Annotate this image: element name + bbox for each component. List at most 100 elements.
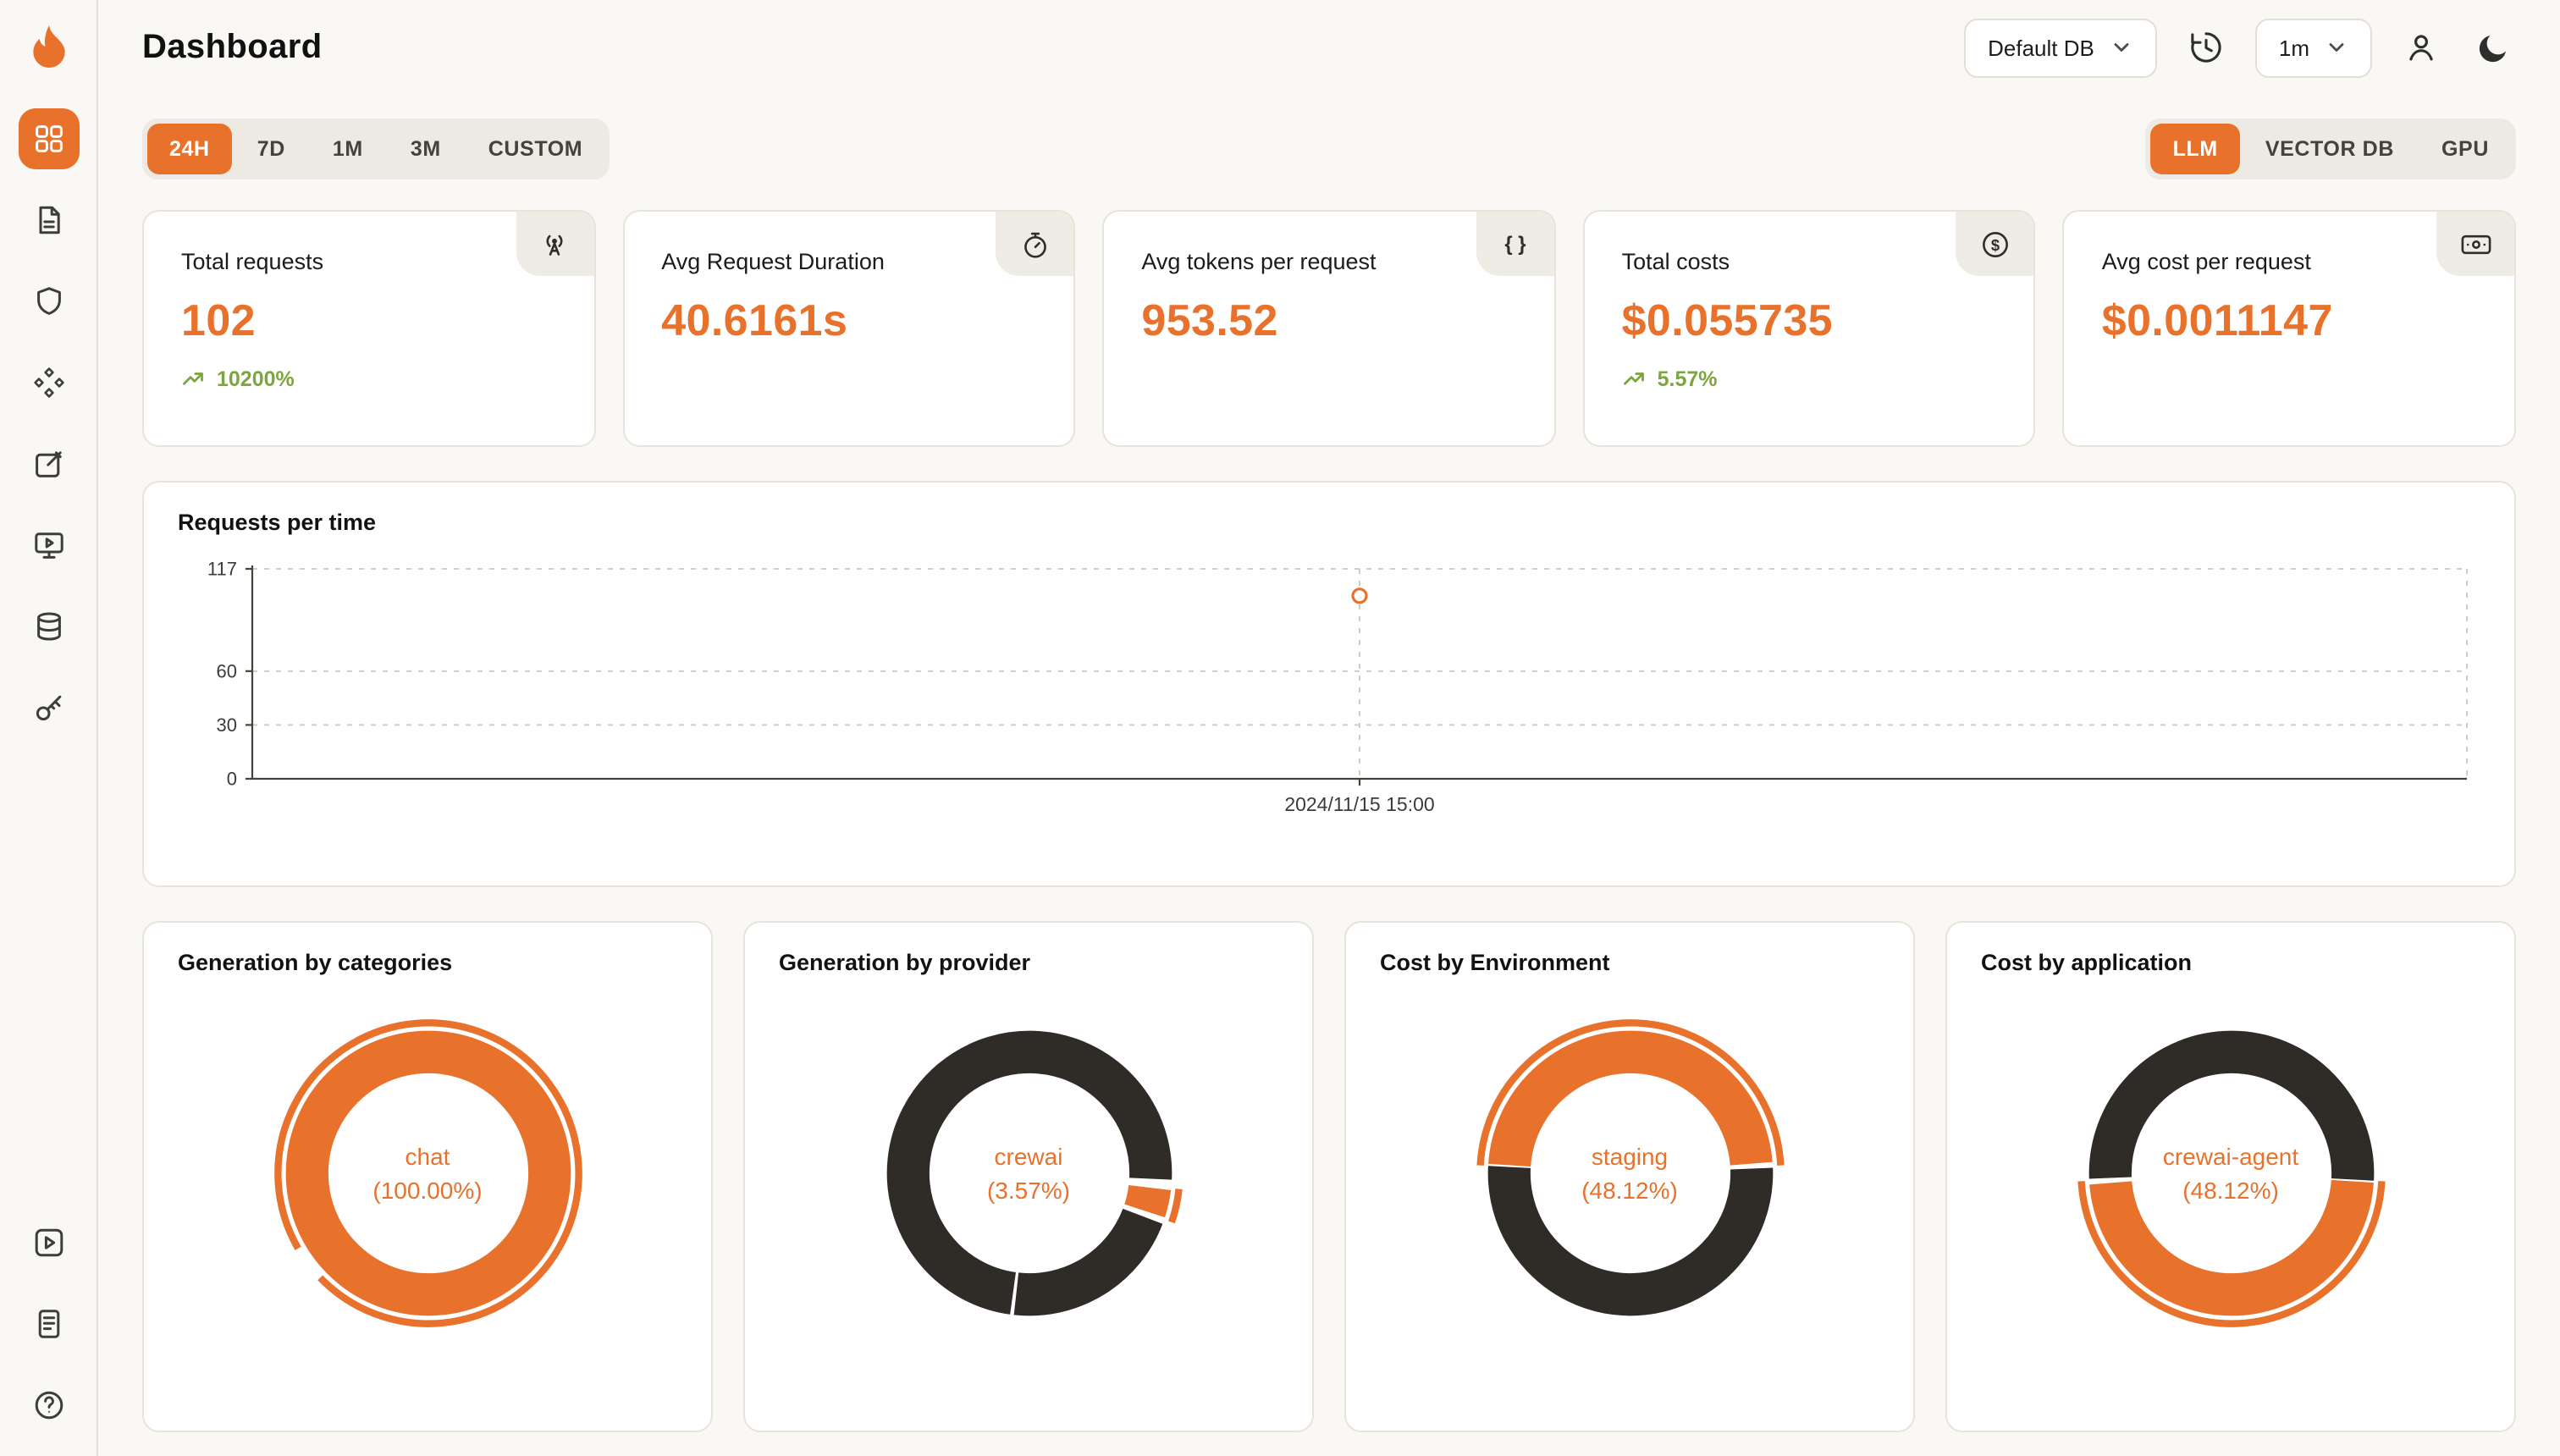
tab-gpu[interactable]: GPU xyxy=(2419,124,2511,174)
sidebar-item-playground[interactable] xyxy=(18,515,79,576)
dashboard-grid-icon xyxy=(35,125,62,152)
nodes-icon xyxy=(33,367,63,398)
sidebar-item-traces[interactable] xyxy=(18,352,79,413)
y-tick-label: 60 xyxy=(217,660,237,681)
sidebar-bottom-nav xyxy=(18,1212,79,1436)
sidebar-item-dashboard[interactable] xyxy=(18,108,79,169)
stat-card-total-requests: Total requests 102 10200% xyxy=(142,210,596,447)
person-icon xyxy=(2409,35,2433,61)
profile-button[interactable] xyxy=(2397,24,2445,71)
donut-segment[interactable] xyxy=(1487,1166,1773,1316)
moon-icon xyxy=(2479,34,2507,62)
requests-line-chart[interactable]: 0 30 60 117 2024/11/15 15:00 xyxy=(178,549,2480,843)
requests-chart-card: Requests per time 0 30 60 117 2024/11/15 15:… xyxy=(142,481,2516,887)
source-tabs: LLM VECTOR DB GPU xyxy=(2145,119,2516,179)
file-document-icon xyxy=(38,206,59,234)
edit-note-icon xyxy=(35,451,61,477)
svg-text:{ }: { } xyxy=(1504,233,1526,256)
donut-segment[interactable] xyxy=(2088,1030,2374,1181)
sidebar-item-prompts[interactable] xyxy=(18,433,79,494)
database-select[interactable]: Default DB xyxy=(1964,18,2157,77)
key-icon xyxy=(35,695,61,721)
play-square-icon xyxy=(34,1228,63,1257)
donut-outer-arc xyxy=(273,1019,582,1327)
sidebar-item-databases[interactable] xyxy=(18,596,79,657)
donut-segment[interactable] xyxy=(1123,1184,1171,1218)
chart-title: Generation by categories xyxy=(178,950,453,975)
svg-text:$: $ xyxy=(1991,235,2000,253)
history-refresh-icon xyxy=(2191,32,2221,63)
stat-value: $0.055735 xyxy=(1621,295,1834,345)
stat-card-avg-cost: Avg cost per request $0.0011147 xyxy=(2062,210,2516,447)
radio-tower-icon xyxy=(516,212,594,276)
docs-icon xyxy=(37,1310,59,1338)
donut-segment[interactable] xyxy=(886,1030,1172,1315)
donut-row: Generation by categories chat (100.00%) … xyxy=(142,921,2516,1432)
stat-title: Total costs xyxy=(1621,249,1730,274)
donut-card-environment: Cost by Environment staging (48.12%) xyxy=(1344,921,1915,1432)
interval-select[interactable]: 1m xyxy=(2254,18,2372,77)
tab-3m[interactable]: 3M xyxy=(389,124,463,174)
data-point[interactable] xyxy=(1351,587,1368,604)
y-tick-label: 0 xyxy=(227,769,237,790)
stat-title: Avg Request Duration xyxy=(661,249,885,274)
dollar-circle-icon: $ xyxy=(1956,212,2034,276)
tab-custom[interactable]: CUSTOM xyxy=(466,124,605,174)
sidebar-item-exceptions[interactable] xyxy=(18,271,79,332)
monitor-play-icon xyxy=(34,532,63,559)
database-icon xyxy=(36,612,60,641)
application-donut-chart[interactable] xyxy=(2073,1016,2388,1331)
interval-select-value: 1m xyxy=(2278,35,2309,60)
donut-outer-arc xyxy=(1167,1189,1182,1224)
sidebar-item-docs[interactable] xyxy=(18,1293,79,1354)
page-title: Dashboard xyxy=(142,28,323,65)
donut-segment[interactable] xyxy=(284,1030,571,1316)
time-range-tabs: 24H 7D 1M 3M CUSTOM xyxy=(142,119,610,179)
tab-vector-db[interactable]: VECTOR DB xyxy=(2243,124,2416,174)
stat-value: 40.6161s xyxy=(661,295,848,345)
stat-delta: 5.57% xyxy=(1622,367,1997,391)
provider-donut-chart[interactable] xyxy=(871,1016,1186,1331)
categories-donut-chart[interactable] xyxy=(270,1016,585,1331)
stat-title: Avg tokens per request xyxy=(1141,249,1377,274)
tab-24h[interactable]: 24H xyxy=(147,124,232,174)
donut-segment[interactable] xyxy=(1012,1208,1162,1316)
sidebar-item-getting-started[interactable] xyxy=(18,1212,79,1273)
sidebar-item-api-keys[interactable] xyxy=(18,677,79,738)
donut-segment[interactable] xyxy=(1487,1030,1772,1167)
y-tick-label: 30 xyxy=(217,714,237,736)
x-axis-label: 2024/11/15 15:00 xyxy=(1284,793,1434,815)
donut-card-categories: Generation by categories chat (100.00%) xyxy=(142,921,713,1432)
environment-donut-chart[interactable] xyxy=(1472,1016,1787,1331)
donut-outer-arc xyxy=(1476,1019,1784,1166)
chevron-down-icon xyxy=(2329,43,2344,52)
chart-title: Generation by provider xyxy=(779,950,1031,975)
stat-value: 953.52 xyxy=(1141,295,1278,345)
stat-card-avg-duration: Avg Request Duration 40.6161s xyxy=(622,210,1076,447)
y-tick-label: 117 xyxy=(207,559,237,580)
database-select-value: Default DB xyxy=(1988,35,2094,60)
donut-outer-arc xyxy=(2077,1181,2385,1327)
donut-card-provider: Generation by provider crewai (3.57%) xyxy=(743,921,1314,1432)
stat-delta: 10200% xyxy=(181,367,556,391)
donut-segment[interactable] xyxy=(2088,1179,2373,1316)
tab-1m[interactable]: 1M xyxy=(311,124,385,174)
tab-7d[interactable]: 7D xyxy=(235,124,307,174)
refresh-history-button[interactable] xyxy=(2182,24,2230,71)
stat-title: Total requests xyxy=(181,249,324,274)
sidebar-item-help[interactable] xyxy=(18,1375,79,1436)
help-icon xyxy=(34,1391,63,1420)
theme-toggle-button[interactable] xyxy=(2470,25,2516,70)
stat-value: $0.0011147 xyxy=(2101,295,2333,345)
trending-up-icon xyxy=(1623,372,1644,385)
donut-card-application: Cost by application crewai-agent (48.12%… xyxy=(1945,921,2516,1432)
chart-title: Cost by Environment xyxy=(1380,950,1610,975)
braces-icon: { } xyxy=(1476,212,1554,276)
sidebar-item-requests[interactable] xyxy=(18,190,79,251)
banknote-icon xyxy=(2436,212,2514,276)
stat-title: Avg cost per request xyxy=(2101,249,2311,274)
flame-logo-icon xyxy=(21,20,75,74)
main-content: 24H 7D 1M 3M CUSTOM LLM VECTOR DB GPU xyxy=(98,95,2560,1456)
tab-llm[interactable]: LLM xyxy=(2150,124,2240,174)
